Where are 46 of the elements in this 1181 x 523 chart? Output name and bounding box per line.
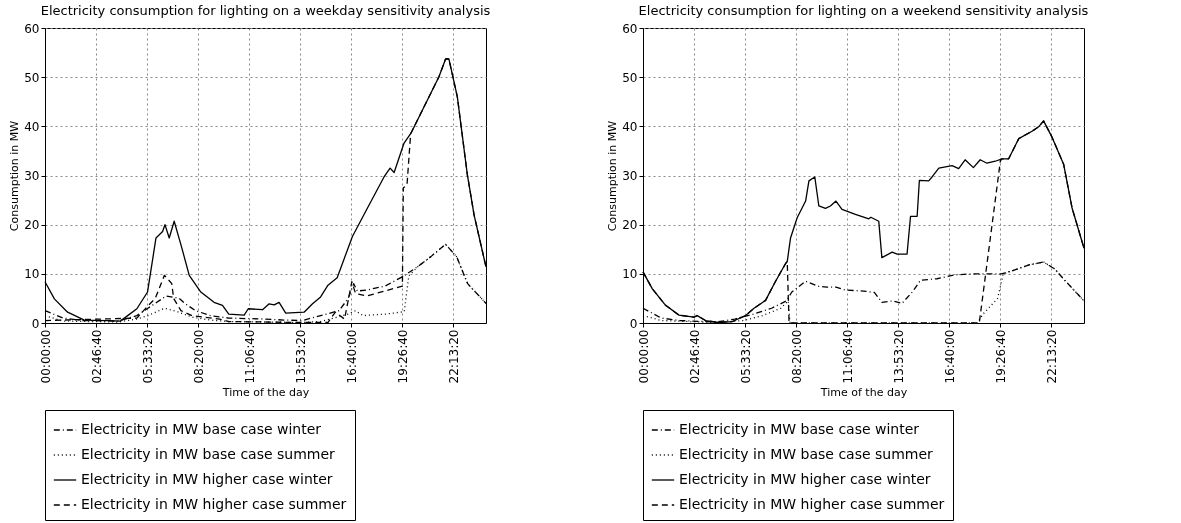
y-tick-label: 30 [622, 169, 638, 183]
x-tick-label: 00:00:00 [38, 329, 53, 384]
y-tick-label: 20 [24, 218, 40, 233]
legend-label: Electricity in MW base case winter [679, 421, 920, 437]
y-tick-label: 60 [622, 21, 638, 36]
legend-label: Electricity in MW higher case winter [679, 471, 931, 487]
x-tick-label: 22:13:20 [446, 329, 461, 384]
x-tick-label: 16:40:00 [344, 329, 359, 384]
x-tick-label: 19:26:40 [993, 329, 1008, 384]
y-tick-label: 40 [622, 119, 638, 134]
legend-label: Electricity in MW base case winter [81, 421, 322, 437]
y-tick-label: 10 [622, 267, 638, 282]
y-tick-label: 0 [629, 316, 638, 331]
x-tick-label: 00:00:00 [636, 329, 651, 384]
x-axis-title: Time of the day [819, 386, 908, 400]
x-tick-label: 16:40:00 [942, 329, 957, 384]
legend-label: Electricity in MW base case summer [81, 446, 336, 462]
x-tick-label: 02:46:40 [89, 329, 104, 384]
chart-title: Electricity consumption for lighting on a weekday sensitivity analysis [40, 3, 491, 18]
x-tick-label: 11:06:40 [840, 329, 855, 384]
y-tick-label: 40 [24, 119, 40, 134]
legend-label: Electricity in MW higher case winter [81, 471, 333, 487]
x-axis-title: Time of the day [221, 386, 310, 400]
x-tick-label: 05:33:20 [738, 329, 753, 384]
x-tick-label: 11:06:40 [242, 329, 257, 384]
y-tick-label: 10 [24, 267, 40, 282]
y-tick-label: 30 [24, 169, 40, 183]
y-tick-label: 0 [31, 316, 40, 331]
x-tick-label: 05:33:20 [140, 329, 155, 384]
y-axis-title: Consumption in MW [8, 120, 22, 232]
x-tick-label: 08:20:00 [191, 329, 206, 384]
legend-label: Electricity in MW base case summer [679, 446, 934, 462]
x-tick-label: 13:53:20 [293, 329, 308, 384]
x-tick-label: 22:13:20 [1044, 329, 1059, 384]
chart-title: Electricity consumption for lighting on a weekend sensitivity analysis [638, 3, 1089, 18]
y-tick-label: 60 [24, 21, 40, 36]
y-axis-title: Consumption in MW [606, 120, 620, 232]
x-tick-label: 19:26:40 [395, 329, 410, 384]
legend-label: Electricity in MW higher case summer [81, 496, 347, 512]
x-tick-label: 13:53:20 [891, 329, 906, 384]
y-tick-label: 20 [622, 218, 638, 233]
y-tick-label: 50 [622, 70, 638, 85]
legend-label: Electricity in MW higher case summer [679, 496, 945, 512]
x-tick-label: 08:20:00 [789, 329, 804, 384]
x-tick-label: 02:46:40 [687, 329, 702, 384]
y-tick-label: 50 [24, 70, 40, 85]
